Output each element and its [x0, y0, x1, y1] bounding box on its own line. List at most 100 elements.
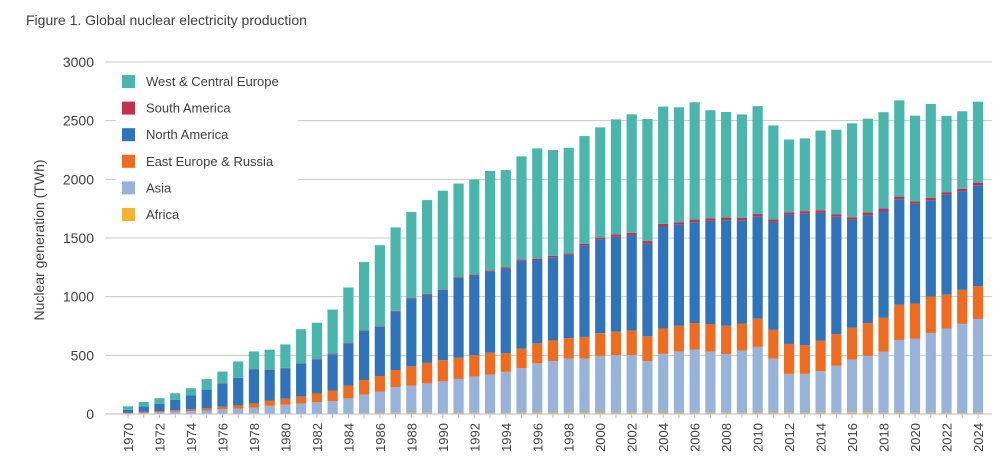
- bar-1982-north-america: [311, 359, 322, 394]
- bar-2023-north-america: [957, 191, 968, 290]
- bar-1974-east-europe-russia: [185, 409, 197, 412]
- bar-1976-east-europe-russia: [217, 406, 228, 410]
- axes: 0 500 1000 1500 2000 2500 3000 1970 1972 1974 1976…: [63, 54, 992, 452]
- bar-1999-asia: [579, 358, 590, 413]
- chart-title: Figure 1. Global nuclear electricity pro…: [26, 12, 307, 28]
- bar-2024-west-central-europe: [972, 101, 984, 183]
- bar-1976-north-america: [217, 383, 228, 407]
- bar-1987-asia: [390, 387, 401, 413]
- bar-1989-africa: [421, 412, 433, 414]
- bar-2002-north-america: [626, 235, 637, 331]
- bar-2007-east-europe-russia: [705, 324, 716, 352]
- x-tick-label-2022: 2022: [940, 423, 955, 452]
- bar-2022-west-central-europe: [941, 115, 952, 193]
- bar-2021-south-america: [925, 197, 936, 201]
- bar-2017-south-america: [862, 212, 873, 216]
- bar-1986-north-america: [374, 326, 385, 376]
- x-tick-label-2016: 2016: [845, 423, 860, 452]
- bar-1976-west-central-europe: [217, 371, 228, 384]
- bar-2002-south-america: [626, 232, 637, 236]
- bar-1987-west-central-europe: [390, 227, 401, 311]
- bar-1971-asia: [138, 412, 149, 414]
- bar-2009-north-america: [736, 220, 747, 324]
- bar-2017-west-central-europe: [862, 118, 873, 213]
- bar-1981-west-central-europe: [296, 329, 307, 364]
- bar-1997-east-europe-russia: [547, 340, 559, 361]
- bar-2008-north-america: [721, 220, 732, 326]
- bar-1983-north-america: [327, 354, 338, 391]
- bar-2024-asia: [972, 318, 984, 413]
- bar-1999-africa: [579, 412, 590, 414]
- bar-1990-south-america: [437, 289, 448, 290]
- bar-1988-asia: [406, 385, 417, 413]
- bar-1976-asia: [217, 409, 228, 414]
- x-tick-label-2020: 2020: [908, 423, 923, 452]
- bar-2002-africa: [626, 412, 637, 414]
- bar-2005-north-america: [673, 224, 685, 326]
- legend: West & Central Europe South America North …: [116, 68, 298, 226]
- bar-1971-west-central-europe: [138, 401, 149, 407]
- bar-2021-east-europe-russia: [925, 296, 936, 333]
- bar-2004-north-america: [658, 226, 669, 329]
- bar-2015-africa: [831, 412, 842, 414]
- bar-2018-east-europe-russia: [878, 317, 889, 352]
- bar-1989-south-america: [421, 293, 433, 295]
- bar-1992-west-central-europe: [469, 179, 480, 275]
- x-tick-label-2014: 2014: [814, 423, 829, 452]
- bar-1997-west-central-europe: [547, 150, 559, 256]
- x-tick-label-2024: 2024: [971, 423, 986, 452]
- bar-1987-africa: [390, 412, 401, 414]
- bar-1996-north-america: [532, 260, 543, 344]
- bar-2008-asia: [721, 353, 732, 413]
- bar-1985-asia: [359, 394, 370, 414]
- bar-2013-north-america: [799, 213, 810, 346]
- bar-1984-north-america: [343, 343, 354, 386]
- bar-2019-west-central-europe: [894, 100, 905, 197]
- x-tick-label-1992: 1992: [467, 423, 482, 452]
- bar-1983-asia: [327, 401, 338, 414]
- bar-1993-east-europe-russia: [484, 352, 496, 375]
- bar-1995-west-central-europe: [516, 156, 527, 260]
- bar-2009-asia: [736, 350, 747, 413]
- y-tick-label-1000: 1000: [63, 289, 94, 305]
- bar-2003-south-america: [642, 241, 653, 244]
- bar-2006-west-central-europe: [689, 102, 700, 220]
- bar-2003-asia: [642, 360, 653, 413]
- bar-1983-east-europe-russia: [327, 390, 338, 402]
- bar-2020-north-america: [909, 203, 921, 304]
- bar-1986-asia: [374, 391, 385, 413]
- bar-1982-east-europe-russia: [311, 393, 322, 403]
- bar-1987-east-europe-russia: [390, 370, 401, 388]
- bar-1979-north-america: [264, 370, 275, 401]
- bar-1979-west-central-europe: [264, 349, 275, 370]
- bar-1979-asia: [264, 405, 275, 414]
- bar-2008-africa: [721, 412, 732, 414]
- x-tick-label-1994: 1994: [499, 423, 514, 452]
- bar-1980-west-central-europe: [280, 344, 291, 368]
- bar-1999-east-europe-russia: [579, 336, 590, 359]
- bar-1978-asia: [248, 407, 260, 414]
- bar-1985-west-central-europe: [359, 262, 370, 331]
- bar-2021-north-america: [925, 200, 936, 297]
- bar-1972-east-europe-russia: [154, 411, 165, 413]
- bar-1986-south-america: [374, 326, 385, 327]
- y-tick-label-3000: 3000: [63, 54, 94, 70]
- bar-1980-north-america: [280, 368, 291, 399]
- bar-1989-asia: [421, 383, 433, 413]
- bar-1973-asia: [170, 411, 181, 414]
- bar-1970-east-europe-russia: [122, 412, 134, 414]
- bar-1983-south-america: [327, 353, 338, 355]
- bar-1975-west-central-europe: [201, 379, 212, 390]
- bar-1973-north-america: [170, 399, 181, 411]
- bar-1972-west-central-europe: [154, 398, 165, 405]
- bar-1992-asia: [469, 376, 480, 413]
- legend-swatch-west-central-europe: [122, 75, 135, 88]
- bar-2016-south-america: [846, 217, 858, 220]
- bar-1974-asia: [185, 411, 197, 414]
- bar-1977-east-europe-russia: [233, 405, 244, 409]
- x-tick-label-1986: 1986: [373, 423, 388, 452]
- bar-2021-west-central-europe: [925, 103, 936, 198]
- bar-1994-north-america: [500, 268, 511, 354]
- bar-2020-west-central-europe: [909, 115, 921, 202]
- bar-2014-north-america: [815, 212, 826, 341]
